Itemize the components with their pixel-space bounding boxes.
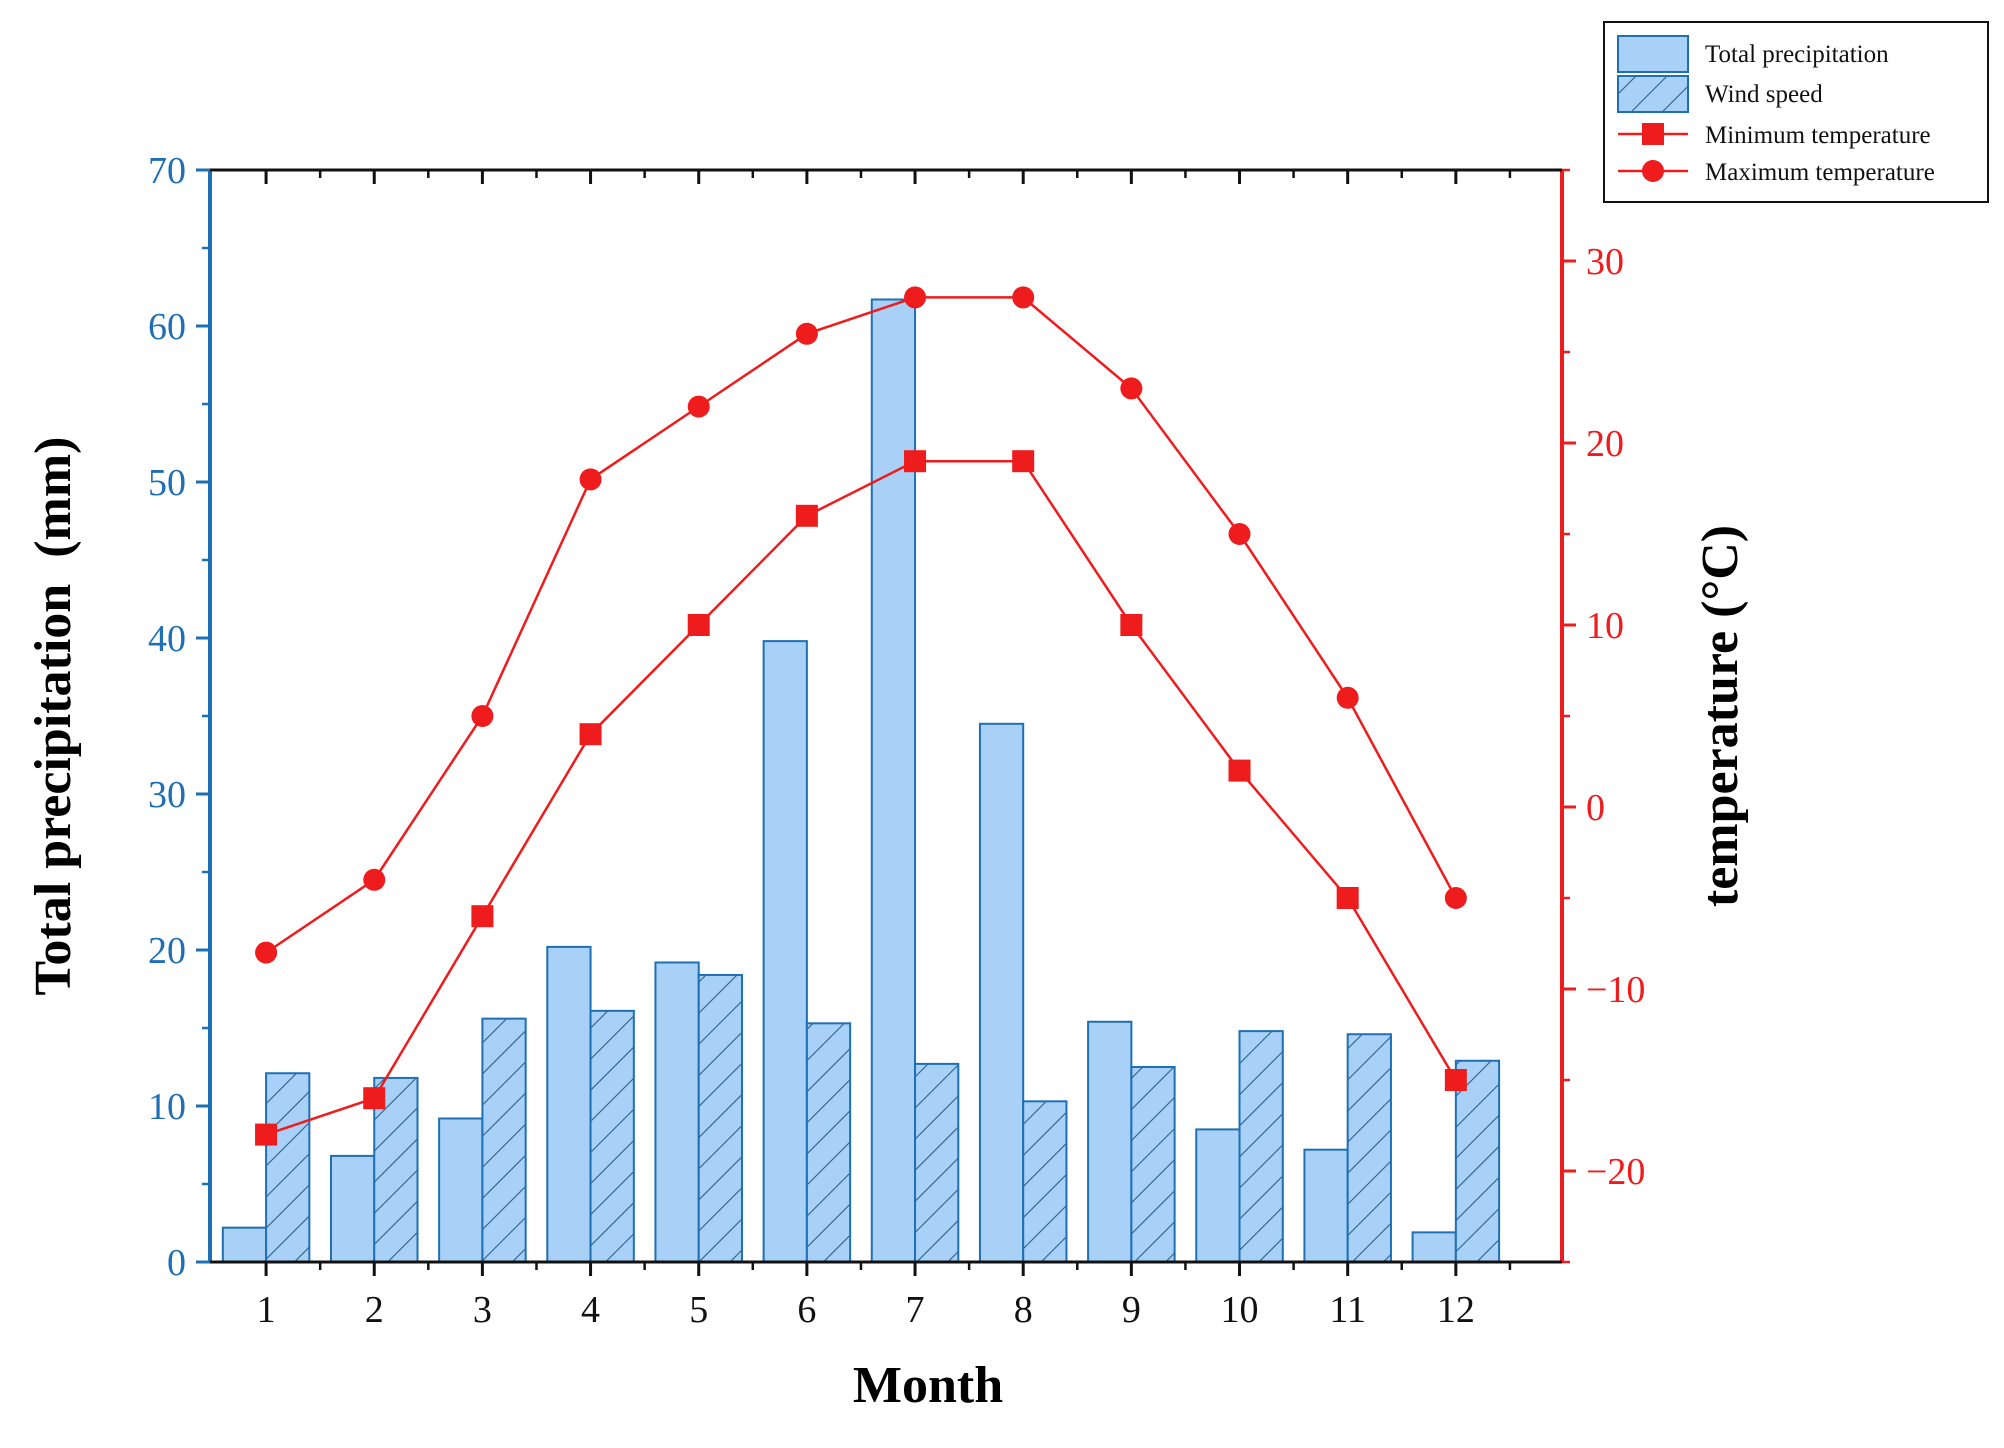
left-tick-label: 10 xyxy=(148,1086,186,1128)
bar-total-precipitation-10 xyxy=(1195,1128,1241,1264)
bar-total-precipitation-9 xyxy=(1087,1020,1133,1264)
x-tick-label: 8 xyxy=(1014,1289,1033,1331)
bar-wind-speed-11 xyxy=(1346,1033,1392,1263)
point-maximum-temperature-7 xyxy=(904,286,927,309)
point-maximum-temperature-9 xyxy=(1120,377,1143,400)
bar-wind-speed-12 xyxy=(1454,1059,1501,1264)
point-minimum-temperature-8 xyxy=(1012,450,1035,473)
bar-total-precipitation-3 xyxy=(438,1117,484,1263)
x-tick-label: 11 xyxy=(1329,1289,1366,1331)
point-maximum-temperature-5 xyxy=(687,395,710,418)
bar-total-precipitation-6 xyxy=(762,640,808,1263)
bar-wind-speed-4 xyxy=(589,1009,635,1264)
x-tick-label: 10 xyxy=(1221,1289,1259,1331)
bar-total-precipitation-12 xyxy=(1411,1231,1457,1263)
bar-wind-speed-3 xyxy=(481,1017,527,1264)
legend-label-minimum-temperature: Minimum temperature xyxy=(1705,122,1931,149)
point-maximum-temperature-12 xyxy=(1444,887,1467,909)
line-minimum-temperature xyxy=(265,459,1457,1136)
point-minimum-temperature-1 xyxy=(255,1123,278,1146)
x-tick-label: 9 xyxy=(1122,1289,1141,1331)
x-tick-label: 12 xyxy=(1437,1289,1475,1331)
x-tick-label: 6 xyxy=(797,1289,816,1331)
x-tick-label: 2 xyxy=(365,1289,384,1331)
left-tick-label: 0 xyxy=(167,1242,186,1284)
bar-total-precipitation-1 xyxy=(221,1226,268,1264)
x-tick-label: 1 xyxy=(257,1289,276,1331)
x-tick-label: 5 xyxy=(689,1289,708,1331)
right-tick-label: −20 xyxy=(1586,1151,1645,1193)
left-y-axis-title: Total precipitation (mm) xyxy=(25,437,82,996)
legend-label-maximum-temperature: Maximum temperature xyxy=(1705,159,1935,186)
bar-total-precipitation-2 xyxy=(329,1154,376,1264)
legend-swatch-wind-speed xyxy=(1617,75,1689,113)
x-axis-title: Month xyxy=(853,1357,1003,1414)
legend-label-wind-speed: Wind speed xyxy=(1705,81,1823,108)
temperature-lines xyxy=(255,286,1467,1146)
wind-speed-bars xyxy=(265,973,1501,1264)
point-minimum-temperature-11 xyxy=(1336,887,1359,909)
bar-total-precipitation-5 xyxy=(654,961,700,1263)
point-minimum-temperature-12 xyxy=(1444,1069,1467,1091)
point-minimum-temperature-3 xyxy=(471,905,494,928)
right-tick-label: 0 xyxy=(1586,787,1605,829)
point-maximum-temperature-2 xyxy=(363,868,386,891)
left-tick-label: 30 xyxy=(148,774,186,816)
legend-marker-maximum-temperature xyxy=(1642,160,1664,182)
legend-swatch-total-precipitation xyxy=(1617,35,1689,73)
left-tick-label: 70 xyxy=(148,150,186,192)
right-y-axis-title: temperature (°C) xyxy=(1692,525,1749,907)
line-maximum-temperature xyxy=(265,296,1457,954)
right-tick-label: 20 xyxy=(1586,423,1624,465)
point-maximum-temperature-8 xyxy=(1012,286,1035,309)
bar-wind-speed-5 xyxy=(697,973,743,1264)
bar-total-precipitation-4 xyxy=(546,945,592,1263)
bar-total-precipitation-7 xyxy=(870,298,917,1264)
legend-label-total-precipitation: Total precipitation xyxy=(1705,41,1889,68)
legend: Total precipitation Wind speed Minimum t… xyxy=(1603,21,1989,203)
bar-wind-speed-1 xyxy=(265,1072,311,1263)
bar-wind-speed-10 xyxy=(1238,1030,1284,1263)
bar-wind-speed-8 xyxy=(1022,1100,1068,1263)
left-tick-label: 50 xyxy=(148,462,186,504)
bar-total-precipitation-8 xyxy=(978,722,1025,1263)
x-tick-label: 7 xyxy=(906,1289,925,1331)
point-maximum-temperature-4 xyxy=(579,468,602,491)
point-maximum-temperature-1 xyxy=(255,941,278,964)
point-minimum-temperature-4 xyxy=(579,723,602,746)
right-tick-label: −10 xyxy=(1586,969,1645,1011)
point-minimum-temperature-2 xyxy=(363,1087,386,1110)
right-tick-label: 30 xyxy=(1586,241,1624,283)
right-tick-label: 10 xyxy=(1586,605,1624,647)
point-maximum-temperature-6 xyxy=(795,322,818,345)
point-minimum-temperature-7 xyxy=(904,450,927,473)
point-minimum-temperature-6 xyxy=(795,504,818,527)
point-minimum-temperature-9 xyxy=(1120,614,1143,636)
point-maximum-temperature-11 xyxy=(1336,686,1359,709)
point-minimum-temperature-5 xyxy=(687,614,710,636)
precipitation-bars xyxy=(221,298,1457,1264)
point-maximum-temperature-10 xyxy=(1228,523,1251,545)
point-maximum-temperature-3 xyxy=(471,705,494,727)
left-tick-label: 40 xyxy=(148,618,186,660)
bar-wind-speed-7 xyxy=(914,1062,960,1263)
point-minimum-temperature-10 xyxy=(1228,759,1251,782)
x-tick-label: 3 xyxy=(473,1289,492,1331)
left-tick-label: 60 xyxy=(148,306,186,348)
left-tick-label: 20 xyxy=(148,930,186,972)
bar-total-precipitation-11 xyxy=(1303,1148,1349,1264)
x-tick-label: 4 xyxy=(581,1289,600,1331)
bar-wind-speed-9 xyxy=(1130,1066,1176,1263)
bar-wind-speed-6 xyxy=(805,1022,852,1263)
legend-marker-minimum-temperature xyxy=(1642,123,1664,145)
